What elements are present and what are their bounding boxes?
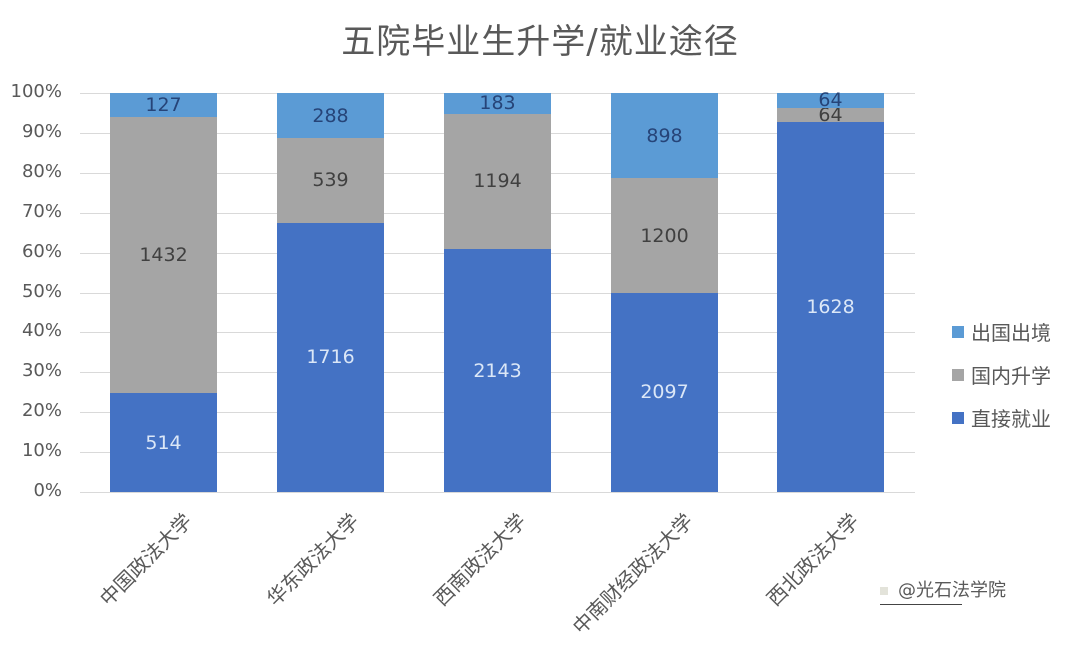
bar-segment-employ[interactable]: 1716 (277, 222, 384, 492)
x-tick-label: 华东政法大学 (261, 508, 364, 611)
bar-segment-employ[interactable]: 1628 (777, 122, 884, 492)
bar-segment-employ[interactable]: 2097 (611, 292, 718, 492)
data-label: 183 (479, 92, 516, 115)
data-label: 1200 (640, 224, 689, 247)
bar-segment-abroad[interactable]: 898 (611, 93, 718, 179)
legend: 出国出境 国内升学 直接就业 (952, 310, 1051, 439)
bar-segment-domestic[interactable]: 64 (777, 104, 884, 126)
data-label: 514 (145, 431, 182, 454)
bar-2[interactable]: 2143 1194 183 (444, 92, 551, 492)
legend-item-abroad[interactable]: 出国出境 (952, 310, 1051, 353)
watermark-text: @光石法学院 (898, 580, 1006, 601)
bar-3[interactable]: 2097 1200 898 (611, 93, 718, 492)
bar-segment-abroad[interactable]: 183 (444, 92, 551, 115)
x-tick-label: 中南财经政法大学 (567, 508, 698, 639)
legend-swatch-icon (952, 411, 964, 424)
data-label: 539 (312, 169, 349, 192)
data-label: 1716 (306, 346, 355, 369)
y-tick-label: 90% (21, 120, 62, 142)
watermark-square-icon (880, 587, 888, 595)
y-tick-label: 80% (21, 160, 62, 182)
legend-item-employ[interactable]: 直接就业 (952, 396, 1051, 439)
bar-4[interactable]: 1628 64 64 (777, 89, 884, 492)
x-tick-label: 西北政法大学 (761, 508, 864, 611)
data-label: 64 (818, 103, 843, 126)
legend-label: 国内升学 (971, 364, 1051, 388)
watermark-underline (880, 604, 962, 605)
bar-1[interactable]: 1716 539 288 (277, 93, 384, 492)
y-tick-label: 0% (33, 480, 62, 501)
gridline (80, 492, 915, 493)
bar-segment-domestic[interactable]: 1194 (444, 113, 551, 250)
chart-title: 五院毕业生升学/就业途径 (341, 22, 739, 62)
y-tick-label: 50% (21, 280, 62, 302)
watermark: @光石法学院 (880, 576, 1006, 602)
x-tick-label: 西南政法大学 (428, 508, 531, 611)
legend-swatch-icon (952, 325, 964, 338)
data-label: 2143 (473, 359, 522, 382)
bar-segment-employ[interactable]: 514 (110, 393, 217, 492)
plot-area: 514 1432 127 1716 539 288 2143 1194 183 2097 1200 8… (80, 89, 915, 493)
x-tick-label: 中国政法大学 (94, 508, 197, 611)
y-tick-label: 10% (21, 440, 62, 462)
y-tick-label: 70% (21, 200, 62, 222)
bar-segment-domestic[interactable]: 1200 (611, 178, 718, 293)
data-label: 1432 (139, 244, 188, 267)
data-label: 127 (145, 94, 182, 117)
bar-segment-employ[interactable]: 2143 (444, 249, 551, 492)
data-label: 1194 (473, 170, 522, 193)
bar-segment-abroad[interactable]: 64 (777, 89, 884, 111)
data-label: 2097 (640, 381, 689, 404)
y-tick-label: 60% (21, 240, 62, 262)
legend-label: 直接就业 (971, 407, 1051, 431)
bar-0[interactable]: 514 1432 127 (110, 93, 217, 492)
legend-item-domestic[interactable]: 国内升学 (952, 353, 1051, 396)
y-tick-label: 20% (21, 400, 62, 422)
bar-segment-abroad[interactable]: 127 (110, 93, 217, 118)
y-tick-label: 30% (21, 360, 62, 382)
data-label: 288 (312, 104, 349, 127)
bar-segment-domestic[interactable]: 1432 (110, 117, 217, 394)
legend-swatch-icon (952, 368, 964, 381)
bar-segment-domestic[interactable]: 539 (277, 138, 384, 223)
bar-segment-abroad[interactable]: 288 (277, 93, 384, 139)
y-tick-label: 40% (21, 320, 62, 342)
y-tick-label: 100% (10, 81, 62, 102)
data-label: 64 (818, 89, 843, 112)
legend-label: 出国出境 (971, 321, 1051, 345)
data-label: 1628 (806, 296, 855, 319)
data-label: 898 (646, 124, 683, 147)
